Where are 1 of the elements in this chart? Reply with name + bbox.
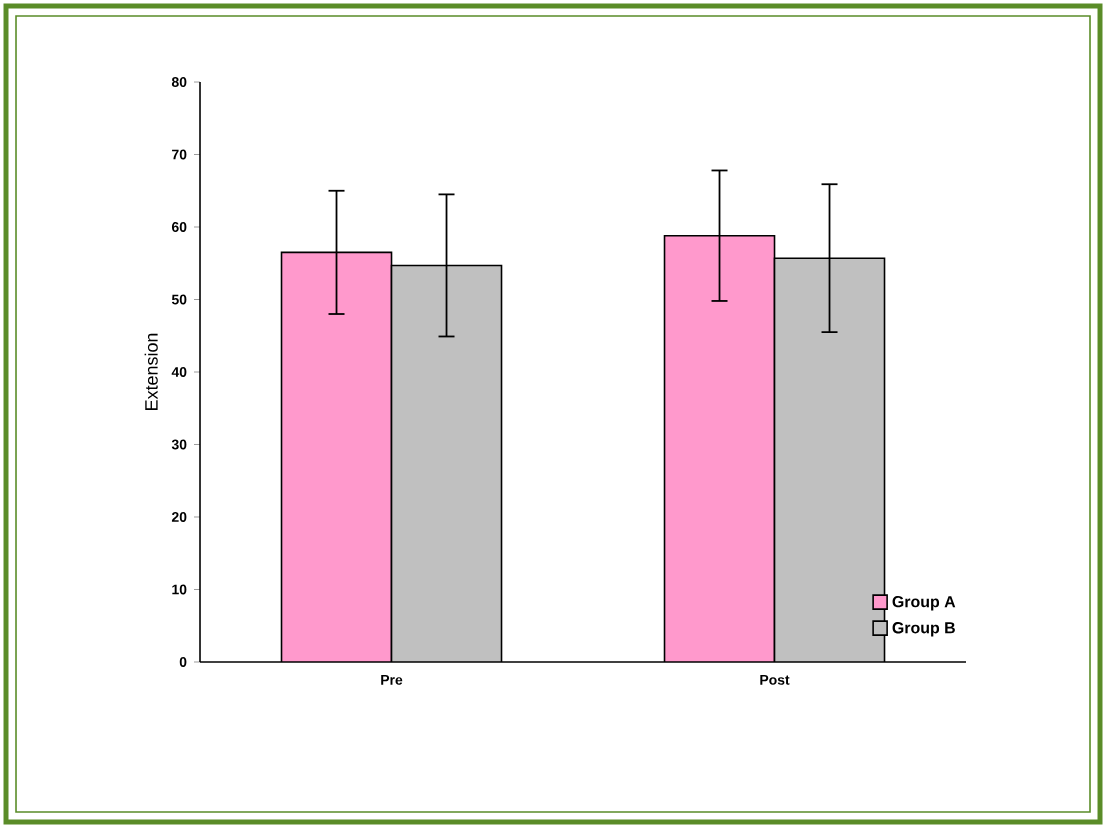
y-axis-title: Extension [144,333,158,410]
